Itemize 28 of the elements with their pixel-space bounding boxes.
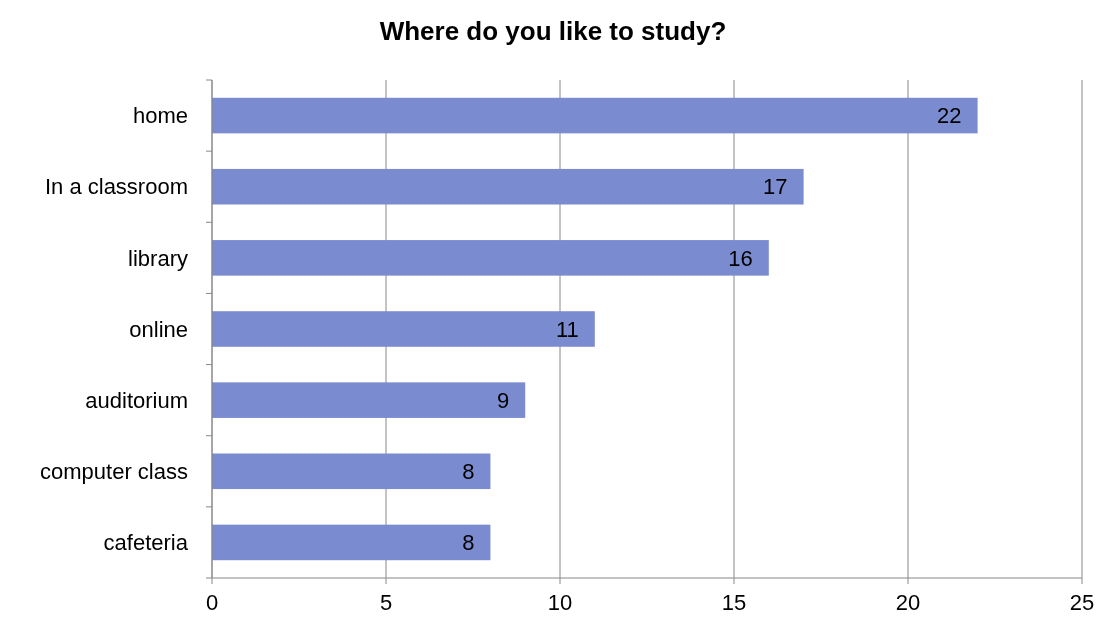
y-tick-label: home xyxy=(132,103,188,129)
data-label: 16 xyxy=(728,245,753,271)
x-tick-label: 20 xyxy=(895,590,921,615)
bar xyxy=(212,382,526,418)
y-tick-label: auditorium xyxy=(85,387,188,413)
x-tick-label: 25 xyxy=(1069,590,1095,615)
x-tick-label: 5 xyxy=(379,590,393,615)
bar xyxy=(212,168,804,205)
data-label: 17 xyxy=(763,174,788,200)
bar xyxy=(212,311,595,347)
data-label: 11 xyxy=(555,316,579,342)
y-tick-label: library xyxy=(128,245,188,271)
y-tick-label: online xyxy=(129,316,188,342)
bar xyxy=(212,524,491,561)
bar xyxy=(212,453,491,490)
x-tick-label: 15 xyxy=(721,590,747,615)
y-tick-label: computer class xyxy=(40,458,188,484)
y-tick-label: cafeteria xyxy=(103,530,189,556)
bar xyxy=(212,240,769,276)
data-label: 8 xyxy=(462,530,475,556)
y-tick-label: In a classroom xyxy=(44,174,188,200)
bar xyxy=(212,97,978,134)
chart-title: Where do you like to study? xyxy=(379,16,727,46)
x-tick-label: 0 xyxy=(205,590,219,615)
x-tick-label: 10 xyxy=(547,590,573,615)
data-label: 9 xyxy=(496,387,510,413)
data-label: 22 xyxy=(937,103,962,129)
data-label: 8 xyxy=(462,458,475,484)
